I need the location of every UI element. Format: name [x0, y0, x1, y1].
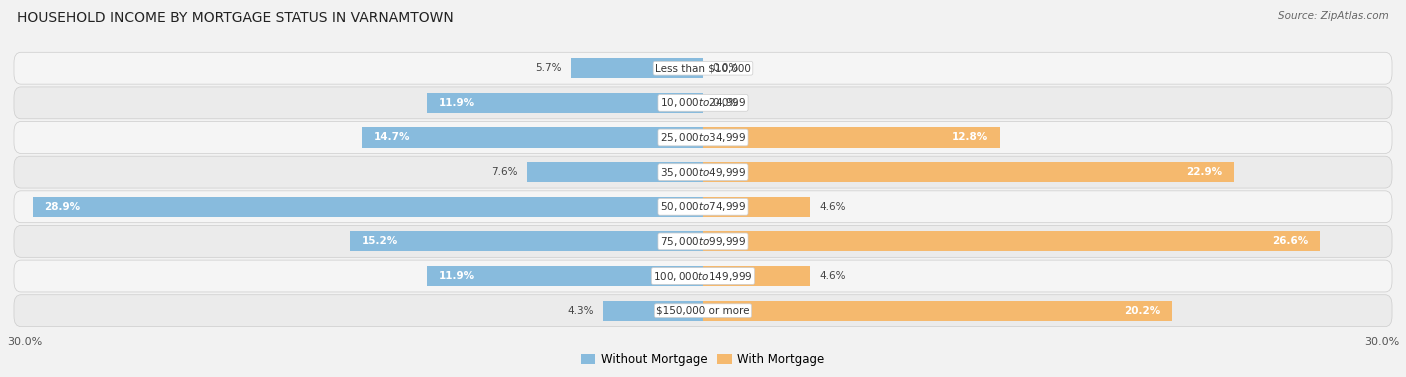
Text: $35,000 to $49,999: $35,000 to $49,999: [659, 166, 747, 179]
FancyBboxPatch shape: [14, 191, 1392, 223]
Bar: [361, 127, 703, 147]
Bar: [703, 127, 1000, 147]
FancyBboxPatch shape: [14, 52, 1392, 84]
Text: 4.3%: 4.3%: [568, 306, 593, 316]
Bar: [350, 231, 703, 251]
Bar: [427, 266, 703, 286]
Text: 14.7%: 14.7%: [374, 132, 411, 143]
FancyBboxPatch shape: [14, 260, 1392, 292]
Bar: [703, 197, 810, 217]
Text: 26.6%: 26.6%: [1272, 236, 1309, 247]
Text: 7.6%: 7.6%: [491, 167, 517, 177]
Text: 0.0%: 0.0%: [713, 98, 738, 108]
Text: $10,000 to $24,999: $10,000 to $24,999: [659, 97, 747, 109]
FancyBboxPatch shape: [14, 156, 1392, 188]
Text: Less than $10,000: Less than $10,000: [655, 63, 751, 73]
FancyBboxPatch shape: [14, 87, 1392, 119]
Bar: [703, 266, 810, 286]
Text: $75,000 to $99,999: $75,000 to $99,999: [659, 235, 747, 248]
Text: 5.7%: 5.7%: [536, 63, 561, 73]
Text: 0.0%: 0.0%: [713, 63, 738, 73]
Text: 11.9%: 11.9%: [439, 98, 475, 108]
Bar: [571, 58, 703, 78]
Bar: [32, 197, 703, 217]
Bar: [703, 231, 1320, 251]
Text: 4.6%: 4.6%: [818, 202, 845, 212]
Text: HOUSEHOLD INCOME BY MORTGAGE STATUS IN VARNAMTOWN: HOUSEHOLD INCOME BY MORTGAGE STATUS IN V…: [17, 11, 454, 25]
Text: 20.2%: 20.2%: [1123, 306, 1160, 316]
Text: 30.0%: 30.0%: [1364, 337, 1399, 347]
Bar: [527, 162, 703, 182]
Text: $50,000 to $74,999: $50,000 to $74,999: [659, 200, 747, 213]
Text: 28.9%: 28.9%: [44, 202, 80, 212]
Text: Source: ZipAtlas.com: Source: ZipAtlas.com: [1278, 11, 1389, 21]
Text: 11.9%: 11.9%: [439, 271, 475, 281]
Bar: [427, 93, 703, 113]
Legend: Without Mortgage, With Mortgage: Without Mortgage, With Mortgage: [576, 349, 830, 371]
Bar: [603, 300, 703, 321]
Text: 12.8%: 12.8%: [952, 132, 988, 143]
FancyBboxPatch shape: [14, 225, 1392, 257]
Text: $100,000 to $149,999: $100,000 to $149,999: [654, 270, 752, 282]
Text: 22.9%: 22.9%: [1187, 167, 1223, 177]
FancyBboxPatch shape: [14, 295, 1392, 326]
Bar: [703, 300, 1171, 321]
Text: $25,000 to $34,999: $25,000 to $34,999: [659, 131, 747, 144]
Text: 4.6%: 4.6%: [818, 271, 845, 281]
FancyBboxPatch shape: [14, 121, 1392, 153]
Text: 30.0%: 30.0%: [7, 337, 42, 347]
Text: 15.2%: 15.2%: [361, 236, 398, 247]
Bar: [703, 162, 1234, 182]
Text: $150,000 or more: $150,000 or more: [657, 306, 749, 316]
